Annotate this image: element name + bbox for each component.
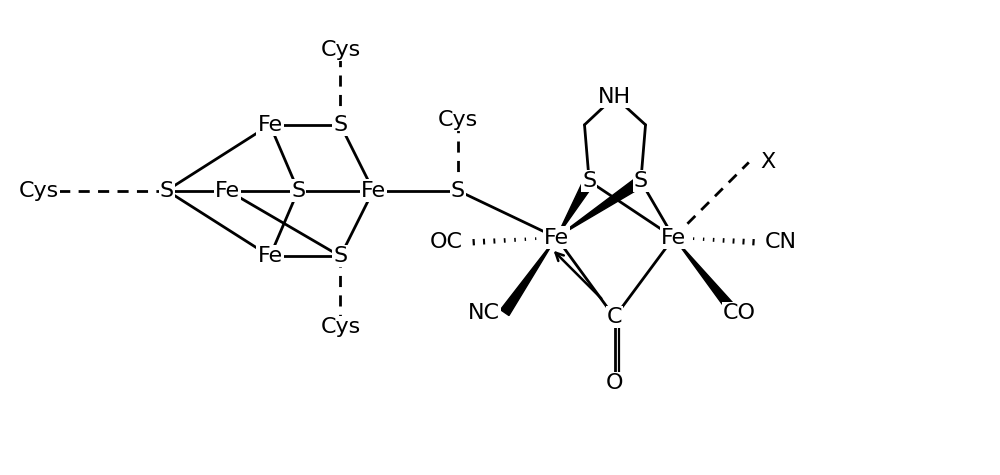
Text: Fe: Fe	[361, 180, 386, 200]
Text: Fe: Fe	[661, 228, 686, 247]
Text: O: O	[606, 373, 623, 393]
Text: Cys: Cys	[320, 40, 361, 60]
Text: C: C	[607, 307, 622, 327]
Text: S: S	[291, 180, 305, 200]
Text: Fe: Fe	[544, 228, 569, 247]
Text: S: S	[333, 115, 347, 135]
Text: CO: CO	[723, 303, 756, 323]
Text: S: S	[160, 180, 174, 200]
Text: OC: OC	[429, 232, 462, 252]
Text: S: S	[451, 180, 465, 200]
Text: Cys: Cys	[320, 317, 361, 337]
Text: CN: CN	[765, 232, 797, 252]
Text: Fe: Fe	[257, 246, 283, 266]
Text: Fe: Fe	[257, 115, 283, 135]
Text: NH: NH	[598, 86, 631, 107]
Text: Fe: Fe	[215, 180, 240, 200]
Text: S: S	[634, 171, 648, 191]
Polygon shape	[674, 238, 739, 316]
Text: NC: NC	[468, 303, 500, 323]
Polygon shape	[556, 178, 594, 238]
Polygon shape	[556, 177, 644, 238]
Text: S: S	[582, 171, 596, 191]
Text: Cys: Cys	[18, 180, 59, 200]
Polygon shape	[500, 238, 556, 315]
Text: S: S	[333, 246, 347, 266]
Text: X: X	[760, 152, 775, 172]
Text: Cys: Cys	[438, 110, 478, 130]
